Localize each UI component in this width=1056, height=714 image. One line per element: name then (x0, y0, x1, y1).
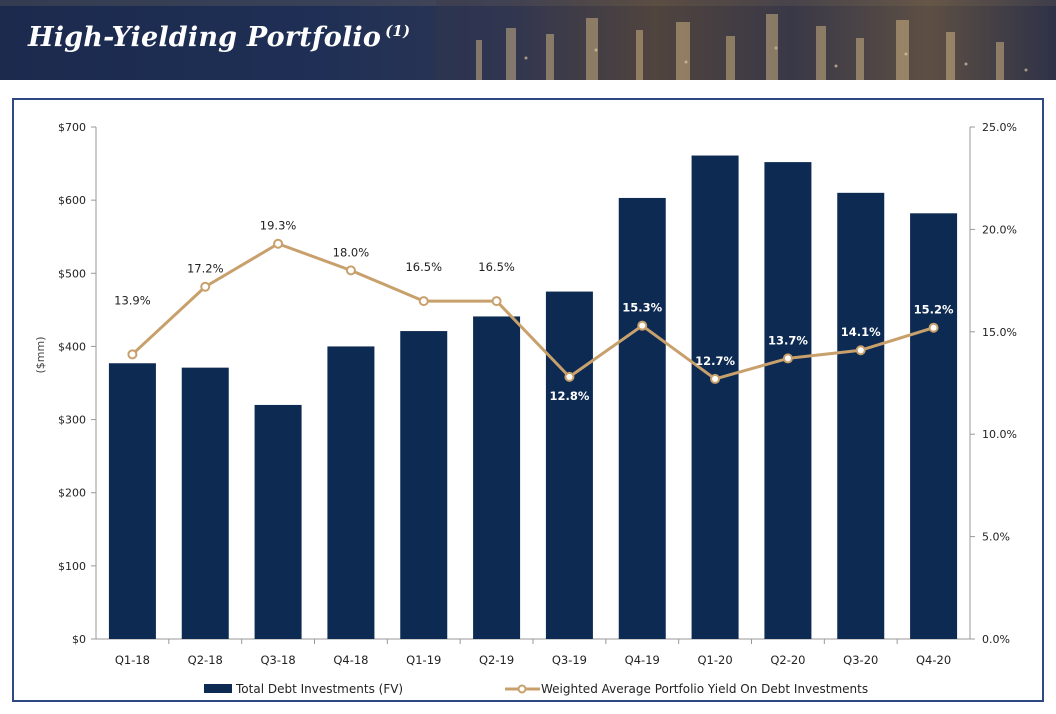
yield-marker (491, 296, 502, 307)
bar (910, 213, 958, 639)
x-tick-label: Q3-20 (843, 653, 878, 667)
data-label: 14.1% (841, 325, 881, 339)
data-label: 12.8% (549, 389, 589, 403)
title-footnote: (1) (385, 22, 411, 40)
x-tick-label: Q2-20 (770, 653, 805, 667)
yield-marker (345, 265, 356, 276)
y-tick-label-left: $700 (58, 121, 86, 134)
data-label: 19.3% (260, 219, 297, 233)
data-label: 12.7% (695, 354, 735, 368)
x-tick-label: Q3-19 (552, 653, 587, 667)
x-tick-label: Q1-20 (698, 653, 733, 667)
yield-marker (273, 238, 284, 249)
yield-marker (782, 353, 793, 364)
y-tick-label-left: $200 (58, 487, 86, 500)
bar (837, 192, 885, 640)
y-tick-label-right: 20.0% (982, 223, 1017, 236)
x-tick-label: Q1-18 (115, 653, 150, 667)
banner-stripe (0, 0, 1056, 6)
y-tick-label-right: 25.0% (982, 121, 1017, 134)
x-tick-label: Q3-18 (261, 653, 296, 667)
x-tick-label: Q1-19 (406, 653, 441, 667)
legend-line-label: Weighted Average Portfolio Yield On Debt… (541, 682, 868, 696)
data-label: 16.5% (478, 260, 515, 274)
chart-frame (12, 98, 1044, 702)
bar (254, 404, 302, 639)
x-tick-label: Q2-19 (479, 653, 514, 667)
yield-marker (637, 320, 648, 331)
yield-marker (564, 371, 575, 382)
data-label: 16.5% (405, 260, 442, 274)
data-label: 13.9% (114, 293, 151, 307)
legend-bar-swatch (204, 684, 232, 693)
y-tick-label-right: 10.0% (982, 428, 1017, 441)
y-tick-label-left: $300 (58, 414, 86, 427)
bar (108, 363, 156, 639)
y-tick-label-left: $100 (58, 560, 86, 573)
y-tick-label-left: $500 (58, 267, 86, 280)
bar (400, 331, 448, 639)
x-tick-label: Q4-20 (916, 653, 951, 667)
x-tick-label: Q4-18 (333, 653, 368, 667)
y-tick-label-left: $0 (72, 633, 86, 646)
legend-bar-label: Total Debt Investments (FV) (235, 682, 403, 696)
legend-line-marker (517, 684, 527, 694)
bar (691, 155, 739, 640)
y-tick-label-left: $400 (58, 340, 86, 353)
yield-marker (418, 296, 429, 307)
bar (327, 346, 375, 639)
yield-marker (200, 281, 211, 292)
y-tick-label-left: $600 (58, 194, 86, 207)
x-tick-label: Q4-19 (625, 653, 660, 667)
page-title-text: High-Yielding Portfolio (28, 22, 382, 53)
data-label: 17.2% (187, 262, 224, 276)
y-tick-label-right: 5.0% (982, 531, 1010, 544)
bar (545, 291, 593, 639)
yield-marker (855, 345, 866, 356)
yield-marker (710, 373, 721, 384)
yield-marker (127, 349, 138, 360)
page-title: High-Yielding Portfolio (1) (28, 22, 410, 53)
data-label: 18.0% (333, 245, 370, 259)
y-tick-label-right: 0.0% (982, 633, 1010, 646)
bar (764, 162, 812, 639)
city-skyline-image (436, 0, 1056, 80)
bar (181, 367, 229, 639)
data-label: 15.3% (622, 301, 662, 315)
header-banner: High-Yielding Portfolio (1) (0, 0, 1056, 80)
yield-marker (928, 322, 939, 333)
data-label: 15.2% (914, 303, 954, 317)
yield-line (131, 242, 935, 381)
x-tick-label: Q2-18 (188, 653, 223, 667)
data-label: 13.7% (768, 333, 808, 347)
y-tick-label-right: 15.0% (982, 326, 1017, 339)
y-axis-label: ($mm) (34, 336, 47, 373)
bar (473, 316, 521, 639)
bar (618, 197, 666, 639)
